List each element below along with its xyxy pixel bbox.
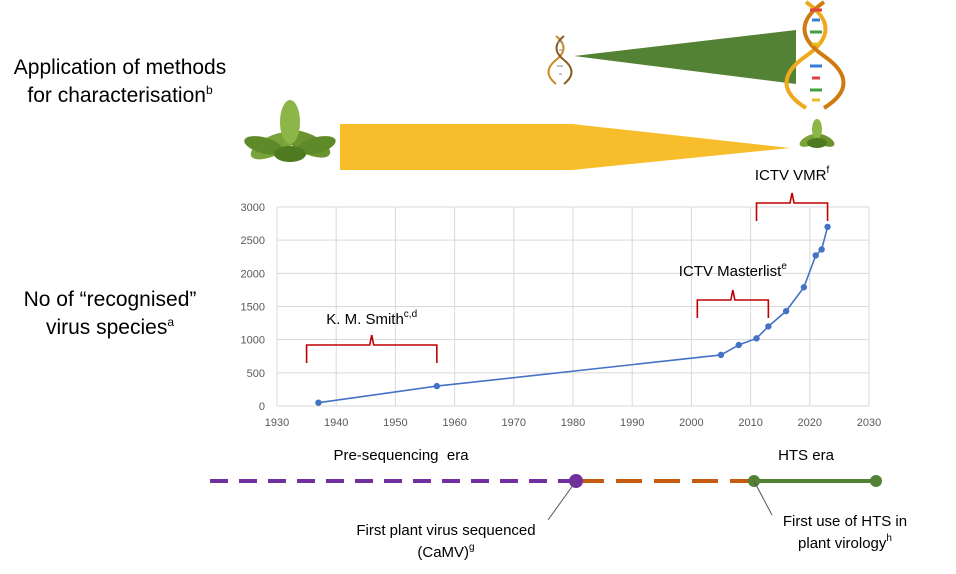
data-point [800,284,808,291]
plant-icon [244,100,336,162]
event-hts-line2: plant virologyh [798,533,892,552]
annotation-label-sup: e [781,261,787,272]
x-tick-label: 1940 [324,417,348,429]
species-count-label-sup: a [167,315,175,329]
event-camv-sup: g [469,542,475,553]
y-tick-label: 1500 [241,302,265,314]
x-tick-label: 2020 [798,417,822,429]
data-point [735,341,742,349]
data-point [433,382,441,390]
y-tick-label: 3000 [241,202,265,214]
chart-grid [276,206,870,407]
plant-icon-small [799,119,835,148]
annotation-bracket [696,289,770,318]
annotation-label: ICTV Masterliste [679,261,788,280]
timeline-end-marker [870,475,882,487]
event-camv-line2: (CaMV)g [417,542,474,561]
characterisation-wedge [340,124,790,170]
chart-axis-labels: 0 500 1000 1500 2000 2500 3000 1930 1940 1950 1960… [241,202,882,429]
callout-line-camv [547,480,577,521]
data-point [818,246,825,253]
annotation-label-sup: f [826,165,829,176]
data-point [812,252,819,259]
annotation-label-text: K. M. Smith [326,311,404,328]
annotation-brackets: K. M. Smithc,d ICTV Masterliste ICTV VMRf [305,165,830,363]
y-tick-label: 1000 [241,335,265,347]
annotation-label: K. M. Smithc,d [326,309,417,328]
annotation-label: ICTV VMRf [755,165,830,184]
methods-label: Application of methods for characterisat… [10,54,230,110]
y-tick-label: 2500 [241,235,265,247]
species-count-label: No of “recognised” virus speciesa [0,286,220,342]
callout-line-hts [753,480,773,516]
annotation-label-text: ICTV Masterlist [679,263,782,280]
event-camv-line1: First plant virus sequenced [356,522,535,539]
data-point [315,399,322,406]
x-tick-label: 2010 [738,417,762,429]
event-hts-line1: First use of HTS in [783,513,907,530]
x-tick-label: 1980 [561,417,585,429]
y-tick-label: 500 [247,368,265,380]
sequencing-growth-wedge [574,30,796,84]
x-tick-label: 1970 [502,417,526,429]
event-hts-line2-text: plant virology [798,535,887,552]
y-tick-label: 0 [259,401,265,413]
data-point [782,307,790,315]
x-tick-label: 1930 [265,417,289,429]
dna-helix-icon-large [784,0,846,110]
data-points [315,223,831,406]
x-tick-label: 2030 [857,417,881,429]
y-tick-label: 2000 [241,268,265,280]
event-hts-sup: h [886,533,892,544]
x-tick-label: 2000 [679,417,703,429]
data-point [765,323,772,330]
data-point [717,351,725,359]
species-chart: 0 500 1000 1500 2000 2500 3000 1930 1940 1950 1960… [241,165,882,429]
data-point [753,335,760,342]
x-tick-label: 1990 [620,417,644,429]
data-point [824,223,831,231]
annotation-label-text: ICTV VMR [755,167,827,184]
timeline [210,474,882,521]
x-tick-label: 1950 [383,417,407,429]
x-tick-label: 1960 [442,417,466,429]
species-count-label-text: No of “recognised” virus species [23,288,197,339]
annotation-bracket [755,192,829,221]
annotation-label-sup: c,d [404,309,417,320]
event-camv-line2-text: (CaMV) [417,544,469,561]
era-label-hts: HTS era [778,447,835,464]
annotation-bracket [305,334,438,363]
methods-label-text: Application of methods for characterisat… [13,56,227,107]
era-label-pre-sequencing: Pre-sequencing era [333,447,469,464]
methods-label-sup: b [205,83,213,97]
dna-helix-icon [547,35,573,85]
